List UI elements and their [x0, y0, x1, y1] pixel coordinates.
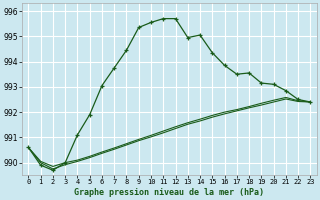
X-axis label: Graphe pression niveau de la mer (hPa): Graphe pression niveau de la mer (hPa) — [74, 188, 264, 197]
